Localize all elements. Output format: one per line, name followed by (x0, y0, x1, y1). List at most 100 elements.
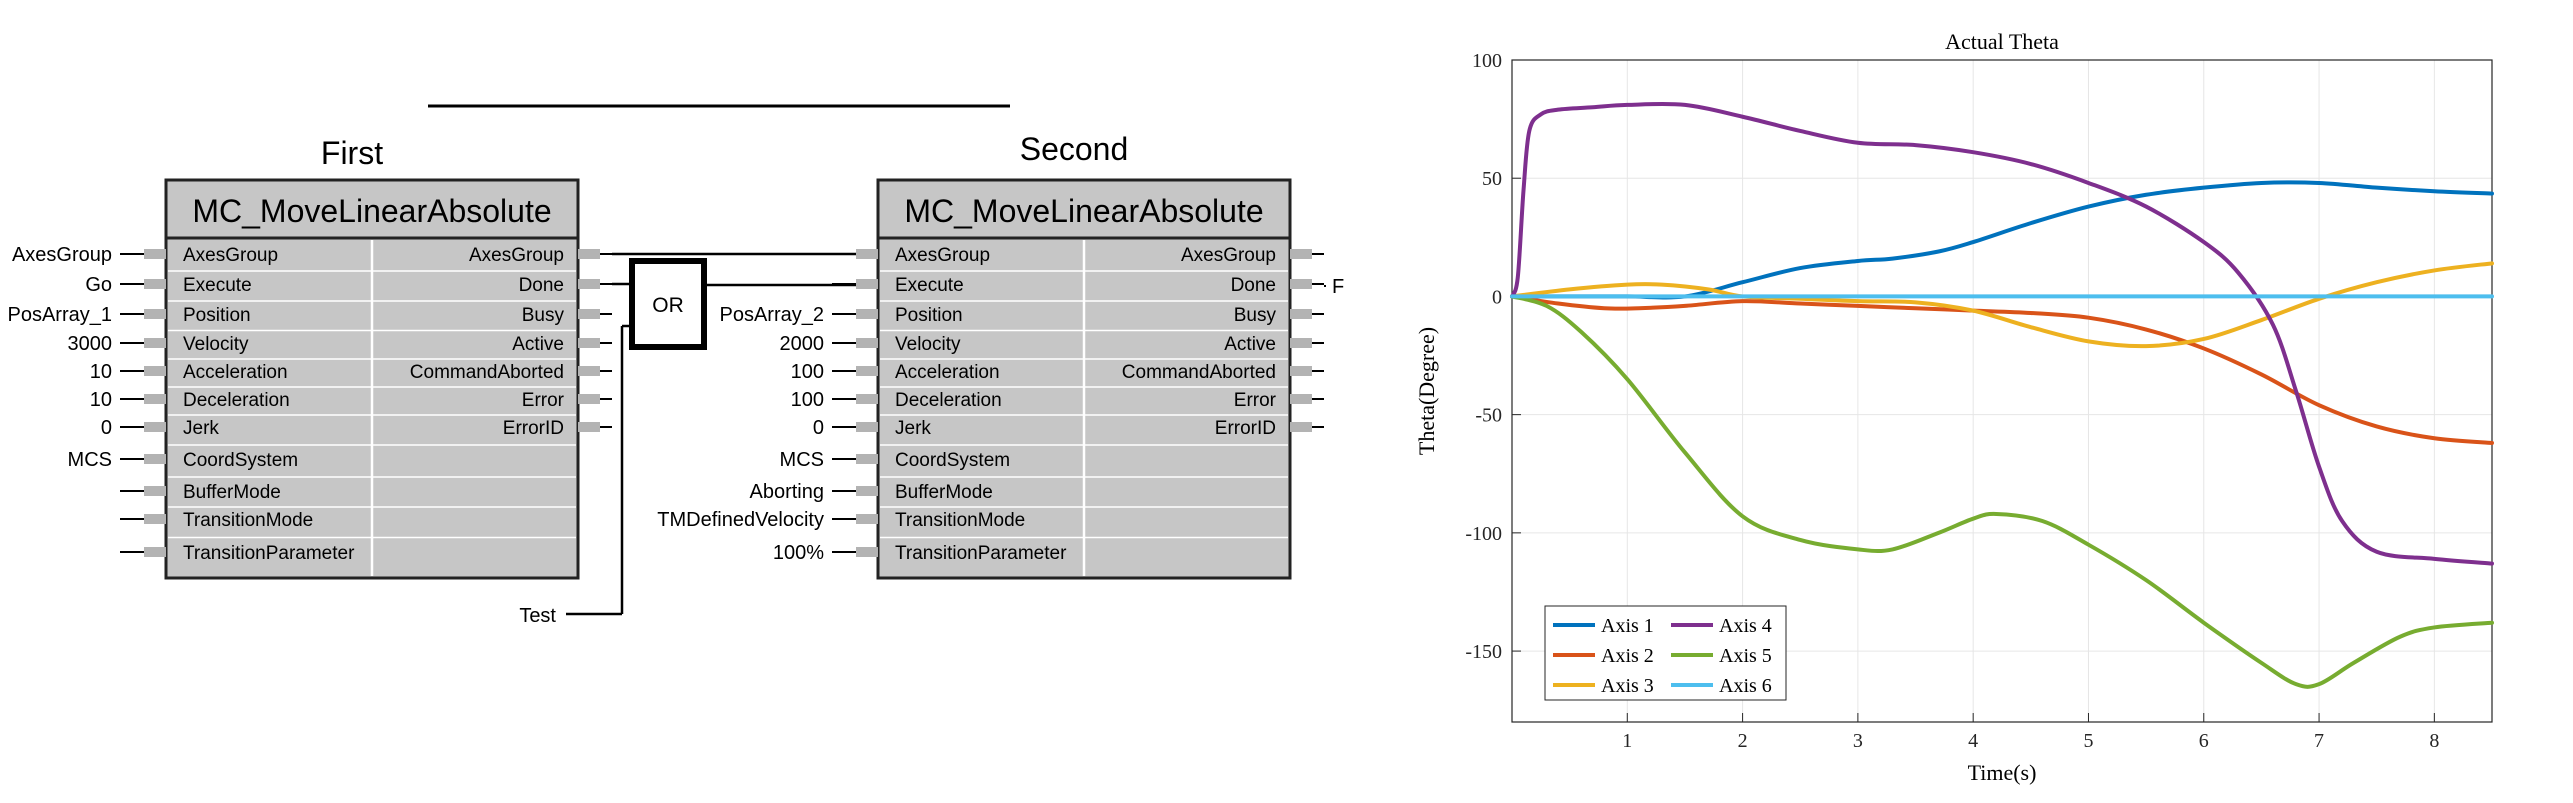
fb-first-input-label: TransitionParameter (183, 543, 355, 564)
fb-first-output-label: Error (522, 390, 565, 411)
fb-second-output-pin (1290, 366, 1312, 376)
fb-first-input-pin (144, 454, 166, 464)
fb-second-output-pin (1290, 394, 1312, 404)
y-tick-label: 100 (1472, 50, 1502, 72)
fb-second-input-value: PosArray_2 (720, 304, 825, 326)
fb-first-input-label: Acceleration (183, 362, 288, 383)
fb-second-input-pin (856, 454, 878, 464)
fb-second-input-pin (856, 279, 878, 289)
fb-first-input-value: 3000 (68, 333, 113, 355)
function-block-first: First MC_MoveLinearAbsolute AxesGroup Axe… (8, 135, 612, 580)
x-tick-label: 1 (1622, 730, 1632, 752)
fb-first-output-pin (578, 338, 600, 348)
fb-first-input-label: AxesGroup (183, 245, 278, 266)
fb-second-output-pin (1290, 249, 1312, 259)
fb-second-output-label: ErrorID (1215, 418, 1276, 439)
fb-second-type-name: MC_MoveLinearAbsolute (904, 193, 1263, 229)
fb-first-input-pin (144, 394, 166, 404)
y-axis-label: Theta(Degree) (1414, 327, 1439, 455)
chart-title: Actual Theta (1945, 29, 2059, 54)
function-block-diagram: First MC_MoveLinearAbsolute AxesGroup Axe… (8, 104, 1344, 627)
x-tick-label: 2 (1738, 730, 1748, 752)
fb-first-input-value: AxesGroup (12, 244, 112, 266)
fb-second-input-pin (856, 547, 878, 557)
fb-second-input-label: Jerk (895, 418, 931, 439)
y-tick-label: -150 (1465, 641, 1502, 663)
legend-label: Axis 4 (1719, 615, 1772, 637)
fb-first-output-pin (578, 249, 600, 259)
x-axis-label: Time(s) (1968, 760, 2037, 785)
fb-first-output-label: CommandAborted (410, 362, 564, 383)
fb-second-input-value: 100 (791, 361, 824, 383)
y-tick-label: 50 (1482, 168, 1502, 190)
fb-second-output-label: AxesGroup (1181, 245, 1276, 266)
fb-first-output-pin (578, 309, 600, 319)
fb-second-input-pin (856, 422, 878, 432)
fb-second-input-pin (856, 309, 878, 319)
fb-first-input-value: 10 (90, 389, 112, 411)
fb-first-output-label: ErrorID (503, 418, 564, 439)
fb-first-output-label: AxesGroup (469, 245, 564, 266)
function-block-second: Second MC_MoveLinearAbsolute AxesGroup Ex… (657, 131, 1344, 580)
fb-second-input-value: 100 (791, 389, 824, 411)
fb-first-input-label: Position (183, 305, 251, 326)
fb-first-output-pin (578, 394, 600, 404)
fb-second-input-label: Acceleration (895, 362, 1000, 383)
tick-layer: 1 2 3 4 5 6 7 8 100 50 0 -50 -100 -150 (1465, 50, 2439, 752)
fb-second-output-pin (1290, 309, 1312, 319)
fb-first-input-value: 0 (101, 417, 112, 439)
or-block: OR Test (519, 258, 858, 627)
fb-first-instance-name: First (321, 135, 383, 171)
y-tick-label: -100 (1465, 523, 1502, 545)
fb-second-input-label: TransitionParameter (895, 543, 1067, 564)
fb-first-input-label: Jerk (183, 418, 219, 439)
legend-label: Axis 3 (1601, 675, 1654, 697)
fb-second-input-value: 100% (773, 542, 824, 564)
fb-second-output-label: Active (1224, 334, 1276, 355)
fb-first-input-label: CoordSystem (183, 450, 298, 471)
actual-theta-chart: 1 2 3 4 5 6 7 8 100 50 0 -50 -100 -150 Actual Theta T… (1414, 29, 2494, 785)
fb-first-input-pin (144, 514, 166, 524)
legend-label: Axis 6 (1719, 675, 1772, 697)
fb-second-input-value: 0 (813, 417, 824, 439)
plot-frame (1511, 59, 2493, 723)
x-tick-label: 7 (2314, 730, 2324, 752)
fb-second-input-label: Position (895, 305, 963, 326)
or-block-label: OR (652, 294, 684, 317)
fb-first-input-pin (144, 366, 166, 376)
fb-second-input-pin (856, 366, 878, 376)
y-tick-label: -50 (1475, 405, 1502, 427)
fb-second-input-label: TransitionMode (895, 510, 1025, 531)
fb-first-input-pin (144, 279, 166, 289)
fb-second-input-value: TMDefinedVelocity (657, 509, 824, 531)
fb-second-output-pin (1290, 279, 1312, 289)
x-tick-label: 6 (2199, 730, 2209, 752)
series-layer (1510, 101, 2494, 689)
fb-first-input-pin (144, 249, 166, 259)
fb-second-input-pin (856, 514, 878, 524)
fb-second-output-label: CommandAborted (1122, 362, 1276, 383)
fb-first-input-pin (144, 547, 166, 557)
fb-second-input-label: Deceleration (895, 390, 1002, 411)
fb-first-input-pin (144, 309, 166, 319)
fb-second-output-label: Busy (1234, 305, 1277, 326)
fb-first-input-pin (144, 486, 166, 496)
legend-label: Axis 1 (1601, 615, 1654, 637)
fb-first-input-label: Deceleration (183, 390, 290, 411)
fb-second-output-label: Error (1234, 390, 1277, 411)
series-line-axis-5 (1510, 294, 2494, 689)
fb-first-input-value: PosArray_1 (8, 304, 113, 326)
fb-first-input-label: Execute (183, 275, 252, 296)
x-tick-label: 4 (1968, 730, 1978, 752)
fb-first-input-value: MCS (68, 449, 112, 471)
test-label: Test (519, 605, 556, 627)
fb-first-output-label: Active (512, 334, 564, 355)
fb-first-output-label: Busy (522, 305, 565, 326)
fb-second-input-pin (856, 338, 878, 348)
fb-first-type-name: MC_MoveLinearAbsolute (192, 193, 551, 229)
fb-first-input-pin (144, 338, 166, 348)
done-output-label: F (1332, 276, 1344, 298)
fb-second-output-label: Done (1231, 275, 1276, 296)
x-tick-label: 5 (2083, 730, 2093, 752)
fb-second-input-label: CoordSystem (895, 450, 1010, 471)
